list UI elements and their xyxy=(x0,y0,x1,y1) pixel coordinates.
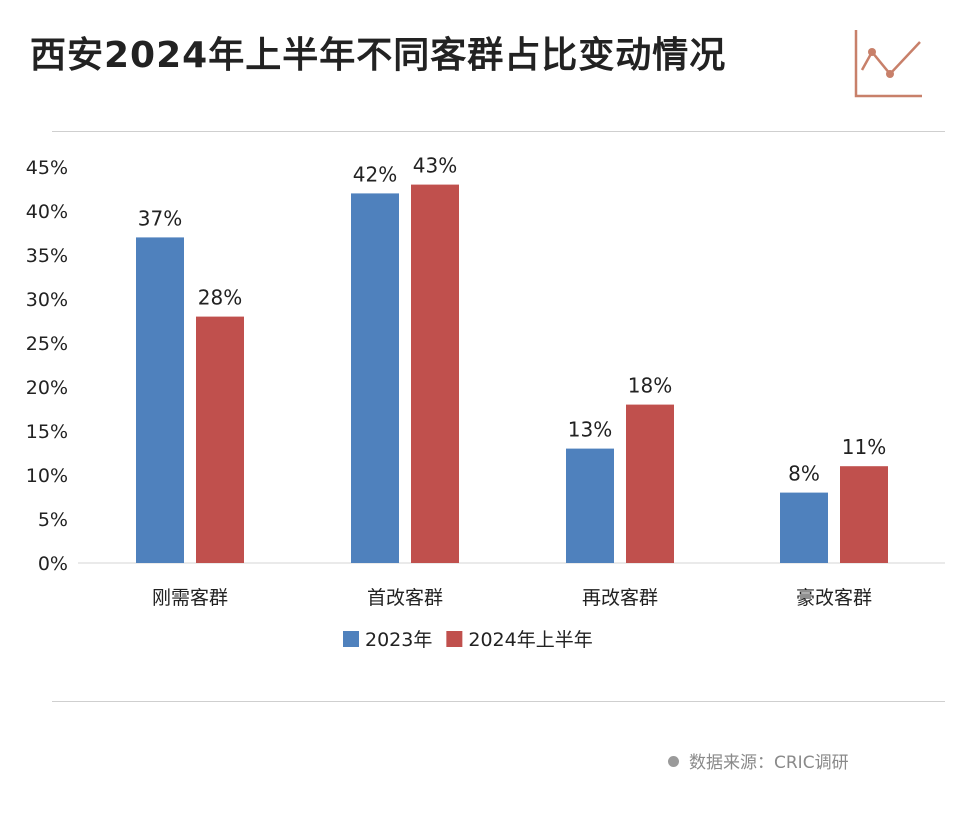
bar xyxy=(566,448,614,563)
data-source-text: 数据来源：CRIC调研 xyxy=(689,753,849,773)
bar xyxy=(411,184,459,563)
y-tick-label: 45% xyxy=(26,157,68,179)
y-tick-label: 0% xyxy=(38,553,68,575)
x-tick-label: 刚需客群 xyxy=(152,587,228,609)
data-source: 数据来源：CRIC调研 xyxy=(668,748,849,773)
line-chart-icon xyxy=(854,30,922,98)
y-tick-label: 5% xyxy=(38,509,68,531)
bar xyxy=(780,492,828,563)
data-label: 42% xyxy=(353,162,397,186)
legend-swatch xyxy=(446,631,463,647)
bar-chart: 0% 5% 10% 15% 20% 25% 30% 35% 40% 45% 37% 28% 刚需客群 42… xyxy=(26,154,945,651)
bar xyxy=(136,237,184,563)
bullet-dot-icon xyxy=(668,756,679,767)
bar xyxy=(626,404,674,563)
legend-swatch xyxy=(343,631,359,647)
data-label: 11% xyxy=(842,435,886,459)
y-tick-label: 30% xyxy=(26,289,68,311)
legend-label: 2023年 xyxy=(365,629,432,651)
x-tick-label: 豪改客群 xyxy=(796,587,872,609)
y-tick-label: 40% xyxy=(26,201,68,223)
y-tick-label: 20% xyxy=(26,377,68,399)
data-label: 37% xyxy=(138,206,182,230)
data-label: 28% xyxy=(198,286,242,310)
y-tick-label: 10% xyxy=(26,465,68,487)
data-label: 13% xyxy=(568,418,612,442)
y-tick-label: 15% xyxy=(26,421,68,443)
legend-label: 2024年上半年 xyxy=(468,629,592,651)
data-label: 43% xyxy=(413,154,457,178)
bar xyxy=(840,466,888,563)
chart-title: 西安2024年上半年不同客群占比变动情况 xyxy=(30,35,727,76)
y-tick-label: 25% xyxy=(26,333,68,355)
x-tick-label: 再改客群 xyxy=(582,587,658,609)
header-divider xyxy=(52,131,945,132)
bar xyxy=(351,193,399,563)
y-tick-label: 35% xyxy=(26,245,68,267)
data-label: 8% xyxy=(788,462,820,486)
footer-divider xyxy=(52,701,945,702)
data-label: 18% xyxy=(628,374,672,398)
bar xyxy=(196,316,244,563)
x-tick-label: 首改客群 xyxy=(367,587,443,609)
